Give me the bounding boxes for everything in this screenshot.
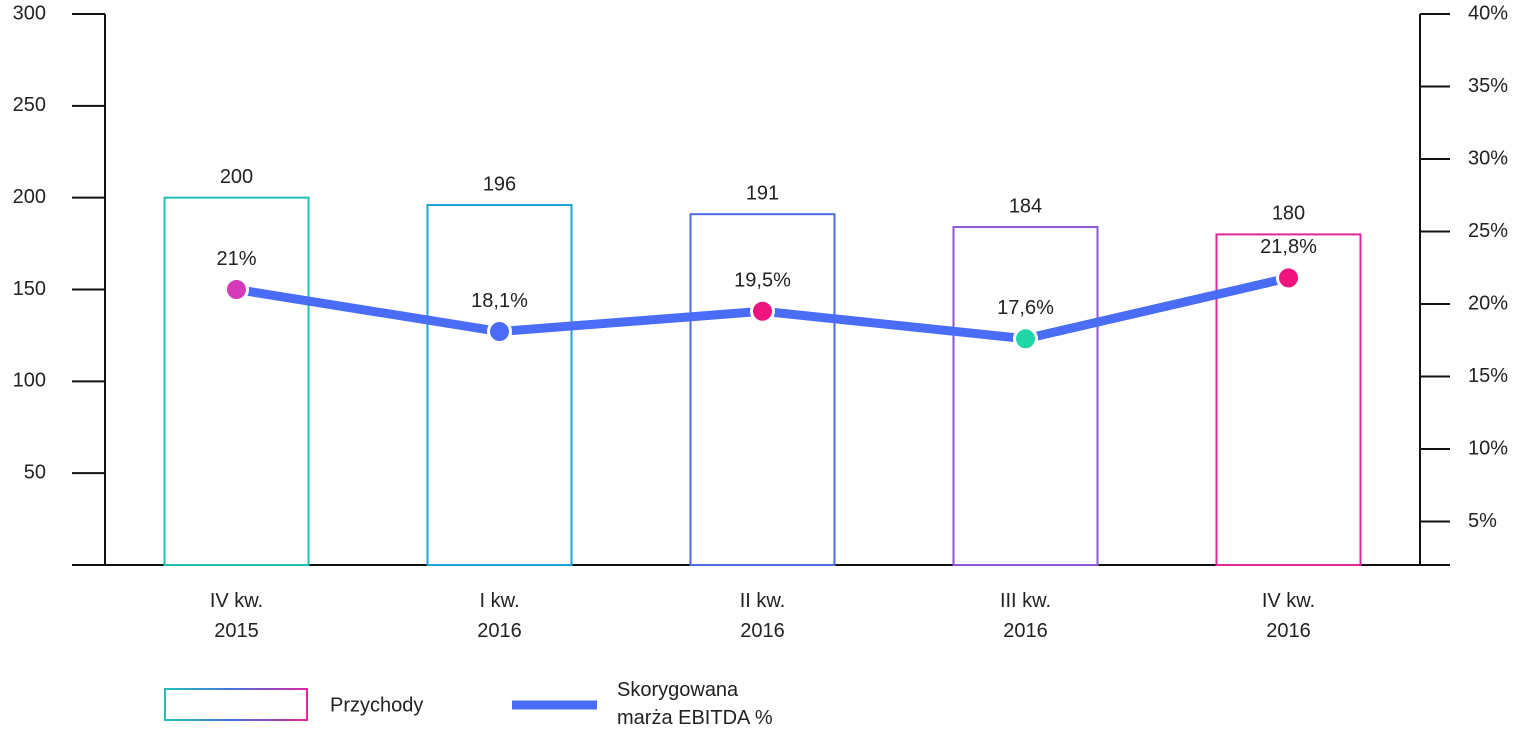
- line-marker: [487, 319, 512, 345]
- x-tick-label: II kw. 2016: [739, 590, 786, 642]
- y2-tick-label: 30%: [1468, 147, 1508, 169]
- bar-value-label: 200: [220, 166, 253, 188]
- y2-tick-label: 15%: [1468, 365, 1508, 387]
- y-tick-label: 100: [13, 370, 46, 392]
- y2-tick-label: 20%: [1468, 292, 1508, 314]
- line-value-label: 21,8%: [1260, 236, 1317, 258]
- y2-tick-label: 25%: [1468, 220, 1508, 242]
- y-tick-label: 300: [13, 2, 46, 24]
- bar-value-label: 184: [1009, 195, 1042, 217]
- legend-label: Przychody: [330, 694, 423, 716]
- bar-value-label: 180: [1272, 203, 1305, 225]
- x-tick-label: IV kw. 2015: [209, 590, 264, 642]
- line-value-label: 17,6%: [997, 297, 1054, 319]
- y-tick-label: 200: [13, 186, 46, 208]
- y2-tick-label: 10%: [1468, 437, 1508, 459]
- line-marker: [750, 298, 775, 324]
- line-value-label: 18,1%: [471, 290, 528, 312]
- line-marker: [1013, 326, 1038, 352]
- bar: [163, 196, 310, 567]
- x-tick-label: III kw. 2016: [999, 590, 1052, 642]
- bar-value-label: 191: [746, 182, 779, 204]
- legend-label: Skorygowana marża EBITDA %: [617, 679, 773, 729]
- line-value-label: 19,5%: [734, 270, 791, 292]
- bar: [426, 204, 573, 566]
- y2-tick-label: 5%: [1468, 510, 1497, 532]
- bar: [1215, 233, 1362, 566]
- y-tick-label: 150: [13, 278, 46, 300]
- x-tick-label: IV kw. 2016: [1261, 590, 1316, 642]
- y2-tick-label: 35%: [1468, 75, 1508, 97]
- bar-value-label: 196: [483, 173, 516, 195]
- x-tick-label: I kw. 2016: [477, 590, 522, 642]
- y-tick-label: 50: [24, 461, 46, 483]
- line-marker: [224, 277, 249, 302]
- bar: [689, 213, 836, 567]
- bar: [952, 226, 1099, 566]
- legend-bar-swatch: [164, 688, 308, 721]
- line-marker: [1276, 265, 1301, 291]
- y-tick-label: 250: [13, 94, 46, 116]
- line-value-label: 21%: [216, 248, 256, 270]
- y2-tick-label: 40%: [1468, 2, 1508, 24]
